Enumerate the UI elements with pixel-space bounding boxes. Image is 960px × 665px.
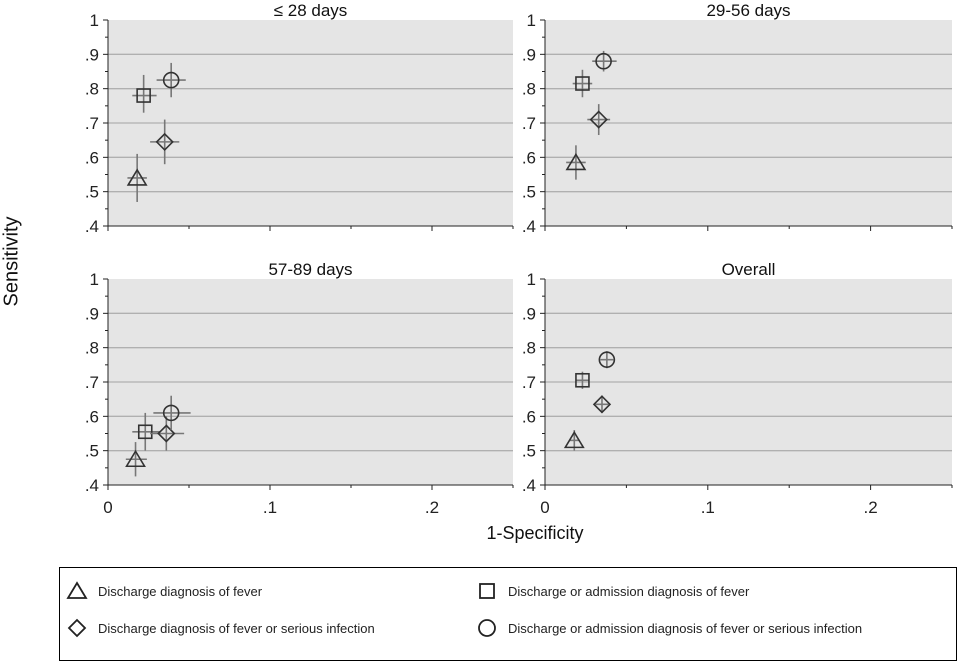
data-point-circle: [598, 351, 616, 369]
panel-title: 57-89 days: [268, 260, 352, 279]
y-tick-label: .5: [522, 183, 536, 202]
square-marker: [137, 424, 153, 440]
y-tick-label: .7: [522, 373, 536, 392]
legend-item-circle: Discharge or admission diagnosis of feve…: [476, 618, 862, 638]
legend-item-square: Discharge or admission diagnosis of feve…: [476, 581, 749, 601]
y-tick-label: .8: [522, 80, 536, 99]
diamond-marker: [157, 424, 176, 443]
x-tick-label: 0: [103, 498, 112, 517]
circle-marker: [162, 71, 180, 89]
y-tick-label: .6: [522, 407, 536, 426]
y-tick-label: .5: [522, 442, 536, 461]
data-point-circle: [153, 395, 191, 431]
square-marker: [575, 76, 590, 91]
y-tick-label: .9: [85, 304, 99, 323]
data-point-square: [575, 371, 590, 389]
legend-label: Discharge diagnosis of fever: [98, 583, 263, 599]
panel-3: .4 .5 .6 .7 .8 .9 1 0 .1 .2 57-89 days: [85, 260, 514, 517]
y-tick-label: .9: [522, 304, 536, 323]
square-marker: [575, 372, 590, 388]
triangle-marker-icon: [66, 581, 88, 599]
diamond-marker: [589, 110, 608, 129]
x-tick-label: .2: [425, 498, 439, 517]
triangle-marker: [125, 449, 146, 468]
y-tick-label: .6: [85, 407, 99, 426]
legend-label: Discharge diagnosis of fever or serious …: [98, 620, 375, 636]
data-point-diamond: [150, 119, 180, 165]
square-marker: [136, 88, 151, 103]
x-tick-label: .1: [263, 498, 277, 517]
y-tick-label: .9: [85, 45, 99, 64]
x-tick-label: 0: [540, 498, 549, 517]
data-point-triangle: [563, 430, 585, 451]
data-point-triangle: [565, 145, 587, 180]
triangle-marker: [126, 168, 148, 186]
data-point-square: [132, 412, 160, 451]
data-point-triangle: [125, 442, 147, 477]
y-tick-label: .5: [85, 442, 99, 461]
data-point-square: [572, 69, 593, 98]
circle-marker: [162, 404, 180, 422]
y-tick-label: .5: [85, 183, 99, 202]
data-point-diamond: [587, 104, 611, 136]
legend-label: Discharge or admission diagnosis of feve…: [508, 620, 863, 636]
triangle-marker: [565, 152, 587, 171]
y-axis-label: Sensitivity: [0, 216, 23, 307]
y-tick-label: .7: [85, 373, 99, 392]
legend-item-diamond: Discharge diagnosis of fever or serious …: [66, 618, 375, 638]
y-tick-label: .9: [522, 45, 536, 64]
x-axis-label: 1-Specificity: [486, 523, 584, 543]
data-point-circle: [156, 62, 186, 98]
panel-4: .4 .5 .6 .7 .8 .9 1 0 .1 .2 Overall: [522, 260, 953, 517]
diamond-marker: [155, 132, 174, 152]
triangle-marker: [563, 430, 585, 449]
diamond-marker: [592, 395, 612, 414]
circle-marker: [598, 351, 616, 368]
x-tick-label: .1: [701, 498, 715, 517]
y-tick-label: .4: [522, 217, 536, 236]
y-tick-label: 1: [527, 11, 536, 30]
y-tick-label: .6: [85, 148, 99, 167]
y-tick-label: .4: [85, 476, 99, 495]
data-point-diamond: [150, 416, 185, 451]
data-point-triangle: [126, 153, 148, 202]
panel-title: ≤ 28 days: [274, 1, 348, 20]
x-tick-label: .2: [864, 498, 878, 517]
y-tick-label: .8: [85, 80, 99, 99]
legend-label: Discharge or admission diagnosis of feve…: [508, 583, 750, 599]
square-marker-icon: [479, 583, 495, 599]
y-tick-label: .4: [85, 217, 99, 236]
y-tick-label: .8: [85, 339, 99, 358]
legend-item-triangle: Discharge diagnosis of fever: [66, 581, 262, 601]
panel-2: .4 .5 .6 .7 .8 .9 1 29-56 days: [522, 1, 953, 236]
legend: Discharge diagnosis of fever Discharge d…: [59, 567, 957, 661]
y-tick-label: 1: [90, 270, 99, 289]
y-tick-label: .7: [522, 114, 536, 133]
y-tick-label: .8: [522, 339, 536, 358]
circle-marker-icon: [478, 619, 496, 637]
y-tick-label: .4: [522, 476, 536, 495]
y-tick-label: .6: [522, 148, 536, 167]
circle-marker: [595, 52, 612, 70]
data-point-diamond: [592, 395, 612, 414]
panel-1: .4 .5 .6 .7 .8 .9 1 ≤ 28 days: [85, 1, 514, 236]
data-point-circle: [592, 50, 617, 72]
y-tick-label: .7: [85, 114, 99, 133]
panel-title: Overall: [722, 260, 776, 279]
diamond-marker-icon: [67, 618, 87, 638]
data-point-square: [132, 74, 157, 113]
y-tick-label: 1: [90, 11, 99, 30]
panel-title: 29-56 days: [706, 1, 790, 20]
y-tick-label: 1: [527, 270, 536, 289]
